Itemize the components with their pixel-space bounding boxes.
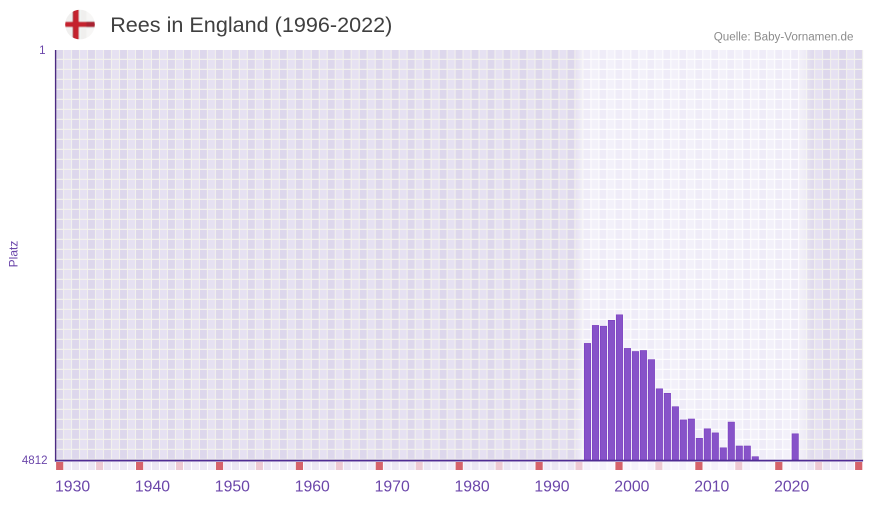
svg-text:1: 1: [39, 45, 45, 57]
svg-text:2020: 2020: [774, 479, 809, 496]
svg-text:4812: 4812: [22, 455, 48, 467]
svg-text:1930: 1930: [55, 479, 90, 496]
svg-text:Rees in England (1996-2022): Rees in England (1996-2022): [110, 12, 392, 37]
svg-text:2010: 2010: [694, 479, 729, 496]
svg-text:1950: 1950: [215, 479, 250, 496]
svg-text:1940: 1940: [135, 479, 170, 496]
svg-text:1960: 1960: [295, 479, 330, 496]
svg-text:1990: 1990: [534, 479, 569, 496]
svg-text:Quelle: Baby-Vornamen.de: Quelle: Baby-Vornamen.de: [714, 31, 854, 44]
svg-text:1970: 1970: [375, 479, 410, 496]
svg-text:2000: 2000: [614, 479, 649, 496]
svg-text:1980: 1980: [455, 479, 490, 496]
svg-text:Platz: Platz: [7, 241, 21, 268]
